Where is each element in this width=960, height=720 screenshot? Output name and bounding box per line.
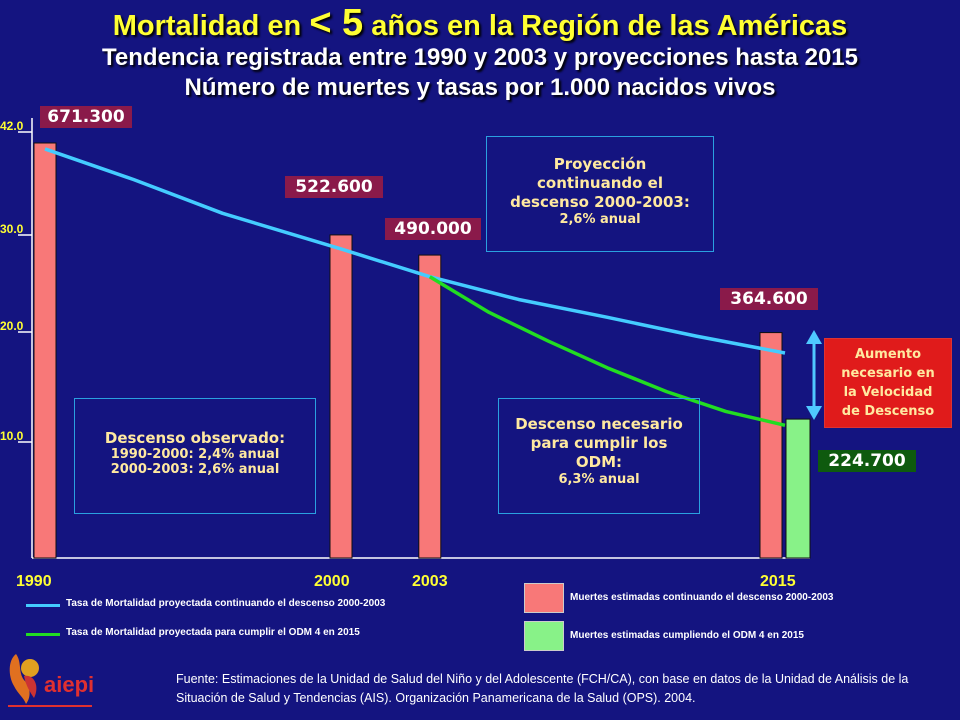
legend-line-odm-swatch — [26, 633, 60, 636]
aiepi-logo: aiepi — [8, 654, 94, 707]
bar-2015-odm — [785, 418, 811, 559]
needed-decline-box: Descenso necesario para cumplir los ODM:… — [498, 398, 700, 514]
y-tick-label: 20.0 — [0, 319, 24, 333]
legend-bar-continuing-swatch — [524, 583, 564, 613]
y-tick-label: 10.0 — [0, 429, 24, 443]
bar-2003-continuando — [418, 254, 442, 559]
source-note: Fuente: Estimaciones de la Unidad de Sal… — [176, 672, 909, 705]
x-tick-label: 1990 — [16, 573, 52, 590]
x-tick-label: 2000 — [314, 573, 350, 590]
legend-bar-odm-swatch — [524, 621, 564, 651]
legend-line-continuing: Tasa de Mortalidad proyectada continuand… — [66, 598, 386, 609]
chart-subtitle-1: Tendencia registrada entre 1990 y 2003 y… — [102, 44, 858, 71]
legend-bar-odm: Muertes estimadas cumpliendo el ODM 4 en… — [570, 630, 804, 641]
legend-line-odm: Tasa de Mortalidad proyectada para cumpl… — [66, 627, 360, 638]
legend-line-continuing-swatch — [26, 604, 60, 607]
projection-box: Proyección continuando el descenso 2000-… — [486, 136, 714, 252]
observed-decline-box: Descenso observado: 1990-2000: 2,4% anua… — [74, 398, 316, 514]
legend-bar-continuing: Muertes estimadas continuando el descens… — [570, 592, 834, 603]
double-arrow-icon — [806, 330, 822, 420]
x-tick-label: 2003 — [412, 573, 448, 590]
y-tick-label: 30.0 — [0, 222, 24, 236]
bar-2000-continuando — [329, 234, 353, 559]
chart-title: Mortalidad en < 5 años en la Región de l… — [112, 2, 848, 44]
line-odm — [428, 275, 786, 427]
bar-1990-continuando — [33, 142, 57, 559]
speed-increase-box: Aumento necesario en la Velocidad de Des… — [824, 338, 952, 428]
x-tick-label: 2015 — [760, 573, 796, 590]
bar-label-2000: 522.600 — [285, 176, 383, 198]
chart-subtitle-2: Número de muertes y tasas por 1.000 naci… — [184, 74, 776, 101]
bar-label-2003: 490.000 — [385, 218, 481, 240]
bar-2015-continuando — [759, 332, 783, 559]
bar-label-2015-odm: 224.700 — [818, 450, 916, 472]
logo-text: aiepi — [44, 672, 94, 697]
bar-label-2015-continuing: 364.600 — [720, 288, 818, 310]
y-tick-label: 42.0 — [0, 119, 24, 133]
bar-label-1990: 671.300 — [40, 106, 132, 128]
